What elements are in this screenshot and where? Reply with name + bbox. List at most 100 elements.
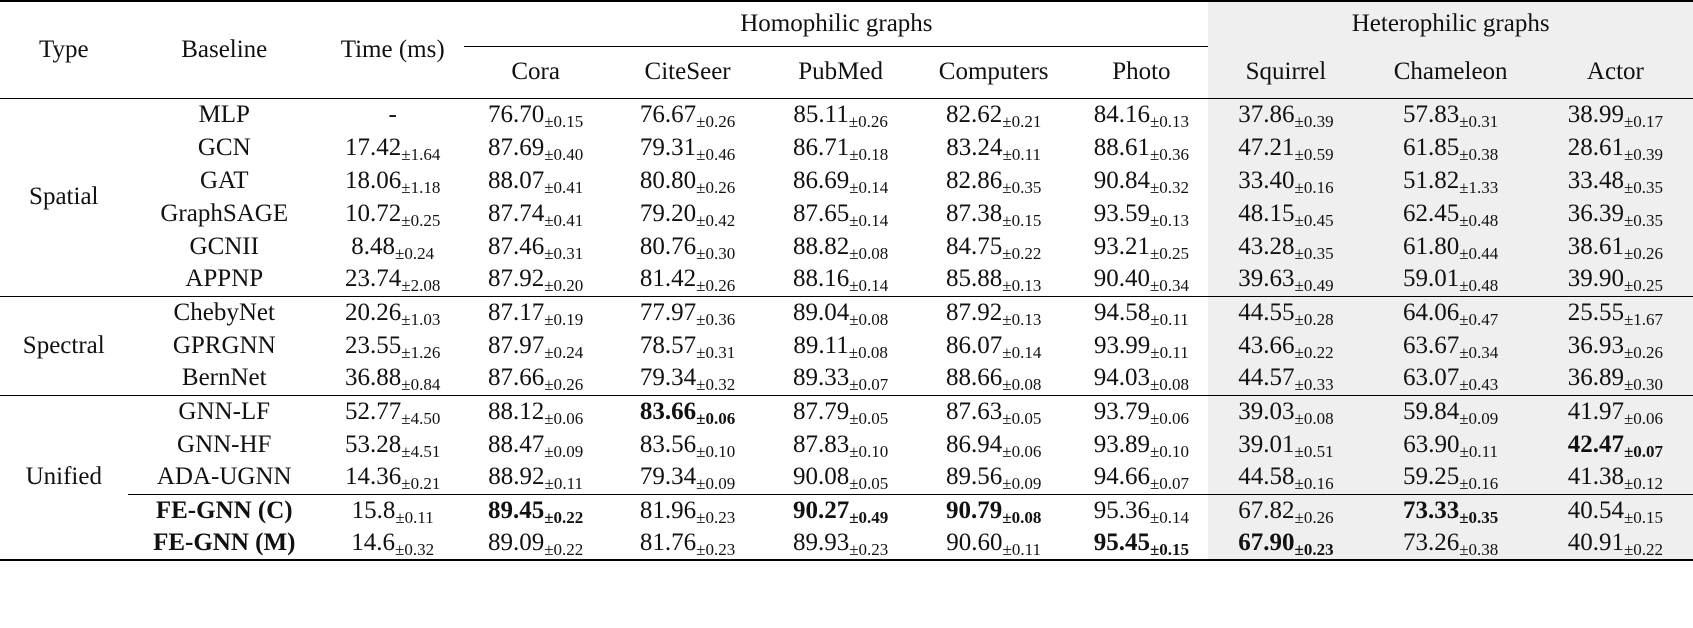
table-cell: 90.08±0.05 bbox=[768, 461, 913, 494]
cell-value: 87.79 bbox=[792, 397, 850, 425]
cell-value: 41.38 bbox=[1567, 463, 1624, 491]
cell-std: ±0.26 bbox=[1294, 507, 1334, 527]
cell-value: 88.92 bbox=[488, 463, 545, 491]
table-row: GCNII 8.48±0.24 87.46±0.31 80.76±0.30 88.82±… bbox=[0, 230, 1693, 263]
table-cell: 93.79±0.06 bbox=[1074, 394, 1209, 428]
time-cell: 15.8±0.11 bbox=[320, 493, 465, 527]
table-cell: 43.66±0.22 bbox=[1208, 329, 1364, 362]
time-cell: 8.48±0.24 bbox=[321, 230, 464, 263]
table-cell: 64.06±0.47 bbox=[1363, 295, 1538, 329]
cell-value: 36.39 bbox=[1567, 199, 1624, 227]
table-cell: 28.61±0.39 bbox=[1537, 131, 1693, 164]
cell-value: 79.34 bbox=[639, 463, 697, 491]
cell-std: ±0.11 bbox=[1150, 342, 1189, 362]
cell-value: 44.55 bbox=[1238, 298, 1295, 326]
cell-std: ±0.31 bbox=[544, 243, 584, 263]
cell-std: ±0.22 bbox=[544, 540, 584, 559]
table-cell: 86.94±0.06 bbox=[913, 428, 1075, 461]
col-header-dataset: Photo bbox=[1112, 58, 1171, 85]
cell-value: 10.72 bbox=[345, 199, 402, 227]
col-header-dataset: Actor bbox=[1537, 46, 1693, 98]
col-header-time: Time (ms) bbox=[320, 0, 465, 98]
cell-value: 23.55 bbox=[345, 331, 402, 359]
table-cell: 87.97±0.24 bbox=[464, 329, 606, 362]
cell-value: 93.99 bbox=[1094, 331, 1151, 359]
cell-std: ±0.31 bbox=[1459, 111, 1499, 131]
cell-value: 85.11 bbox=[793, 100, 849, 128]
cell-std: ±1.33 bbox=[1459, 177, 1499, 197]
cell-value: 95.36 bbox=[1093, 496, 1150, 524]
cell-value: 86.07 bbox=[945, 331, 1003, 359]
cell-value: 95.45 bbox=[1093, 529, 1150, 556]
cell-std: ±1.67 bbox=[1623, 309, 1664, 329]
table-row: GraphSAGE 10.72±0.25 87.74±0.41 79.20±0.42 8… bbox=[0, 197, 1693, 230]
cell-value: 44.58 bbox=[1238, 463, 1295, 491]
cell-value: 85.88 bbox=[945, 265, 1003, 293]
cell-std: ±0.42 bbox=[696, 210, 736, 230]
cell-std: ±0.07 bbox=[1149, 474, 1190, 494]
table-cell: 89.56±0.09 bbox=[913, 461, 1075, 494]
cell-std: ±0.39 bbox=[1623, 144, 1664, 164]
cell-value: 87.66 bbox=[487, 364, 545, 392]
baseline-name: FE-GNN (M) bbox=[127, 527, 321, 561]
cell-value: 39.90 bbox=[1567, 265, 1624, 293]
table-cell: 89.09±0.22 bbox=[464, 527, 607, 561]
cell-std: ±0.11 bbox=[395, 507, 434, 527]
cell-value: 76.70 bbox=[487, 100, 545, 128]
cell-value: 40.91 bbox=[1567, 529, 1624, 556]
cell-std: ±0.08 bbox=[1002, 507, 1042, 527]
cell-value: 67.90 bbox=[1238, 529, 1295, 556]
cell-value: 86.69 bbox=[792, 166, 850, 194]
table-cell: 79.31±0.46 bbox=[607, 131, 769, 164]
cell-value: 79.31 bbox=[639, 133, 697, 161]
cell-std: ±0.14 bbox=[849, 177, 889, 197]
cell-value: 87.92 bbox=[945, 298, 1003, 326]
table-cell: 95.45±0.15 bbox=[1074, 527, 1209, 561]
cell-std: ±0.13 bbox=[1002, 276, 1042, 296]
cell-std: ±0.22 bbox=[1623, 540, 1664, 559]
cell-std: ±0.08 bbox=[1149, 375, 1190, 395]
table-cell: 90.40±0.34 bbox=[1074, 263, 1208, 296]
cell-std: ±0.41 bbox=[544, 210, 584, 230]
cell-value: 73.26 bbox=[1402, 529, 1460, 556]
table-cell: 44.57±0.33 bbox=[1208, 362, 1364, 395]
cell-value: 90.60 bbox=[946, 529, 1003, 556]
cell-std: ±1.03 bbox=[401, 309, 441, 329]
cell-std: ±0.45 bbox=[1294, 210, 1334, 230]
cell-std: ±0.06 bbox=[696, 408, 736, 428]
table-cell: 67.90±0.23 bbox=[1208, 527, 1364, 561]
time-cell: 20.26±1.03 bbox=[320, 295, 465, 329]
table-cell: 87.69±0.40 bbox=[464, 131, 606, 164]
cell-value: 39.63 bbox=[1238, 265, 1295, 293]
cell-std: ±0.11 bbox=[1150, 309, 1189, 329]
table-cell: 78.57±0.31 bbox=[607, 329, 769, 362]
table-cell: 87.63±0.05 bbox=[912, 394, 1075, 428]
baseline-name: GNN-HF bbox=[177, 430, 272, 458]
table-body: Spatial MLP -76.70±0.15 76.67±0.26 85.11±0.2… bbox=[0, 97, 1693, 561]
cell-value: 25.55 bbox=[1567, 298, 1624, 326]
cell-value: 39.01 bbox=[1238, 430, 1295, 458]
cell-std: ±0.11 bbox=[1002, 144, 1041, 164]
cell-value: 28.61 bbox=[1567, 133, 1624, 161]
cell-value: 89.56 bbox=[945, 463, 1003, 491]
cell-std: ±0.17 bbox=[1623, 111, 1664, 131]
table-cell: 73.26±0.38 bbox=[1363, 527, 1538, 561]
col-header-baseline: Baseline bbox=[127, 0, 321, 98]
cell-value: 88.82 bbox=[792, 232, 850, 260]
table-cell: 63.07±0.43 bbox=[1363, 362, 1538, 395]
table-cell: 93.59±0.13 bbox=[1074, 197, 1208, 230]
table-cell: 81.76±0.23 bbox=[606, 527, 769, 561]
cell-value: 87.69 bbox=[487, 133, 545, 161]
table-cell: 81.42±0.26 bbox=[607, 263, 769, 296]
table-cell: 36.39±0.35 bbox=[1537, 197, 1693, 230]
cell-std: ±0.08 bbox=[1294, 408, 1334, 428]
table-cell: 88.82±0.08 bbox=[768, 230, 913, 263]
cell-value: 89.45 bbox=[487, 496, 545, 524]
cell-std: ±0.08 bbox=[1002, 375, 1042, 395]
cell-std: ±0.48 bbox=[1459, 276, 1499, 296]
cell-std: ±0.38 bbox=[1459, 144, 1499, 164]
cell-value: 59.01 bbox=[1402, 265, 1460, 293]
cell-std: ±0.18 bbox=[849, 144, 889, 164]
cell-value: 89.33 bbox=[792, 364, 850, 392]
cell-value: 80.76 bbox=[639, 232, 697, 260]
